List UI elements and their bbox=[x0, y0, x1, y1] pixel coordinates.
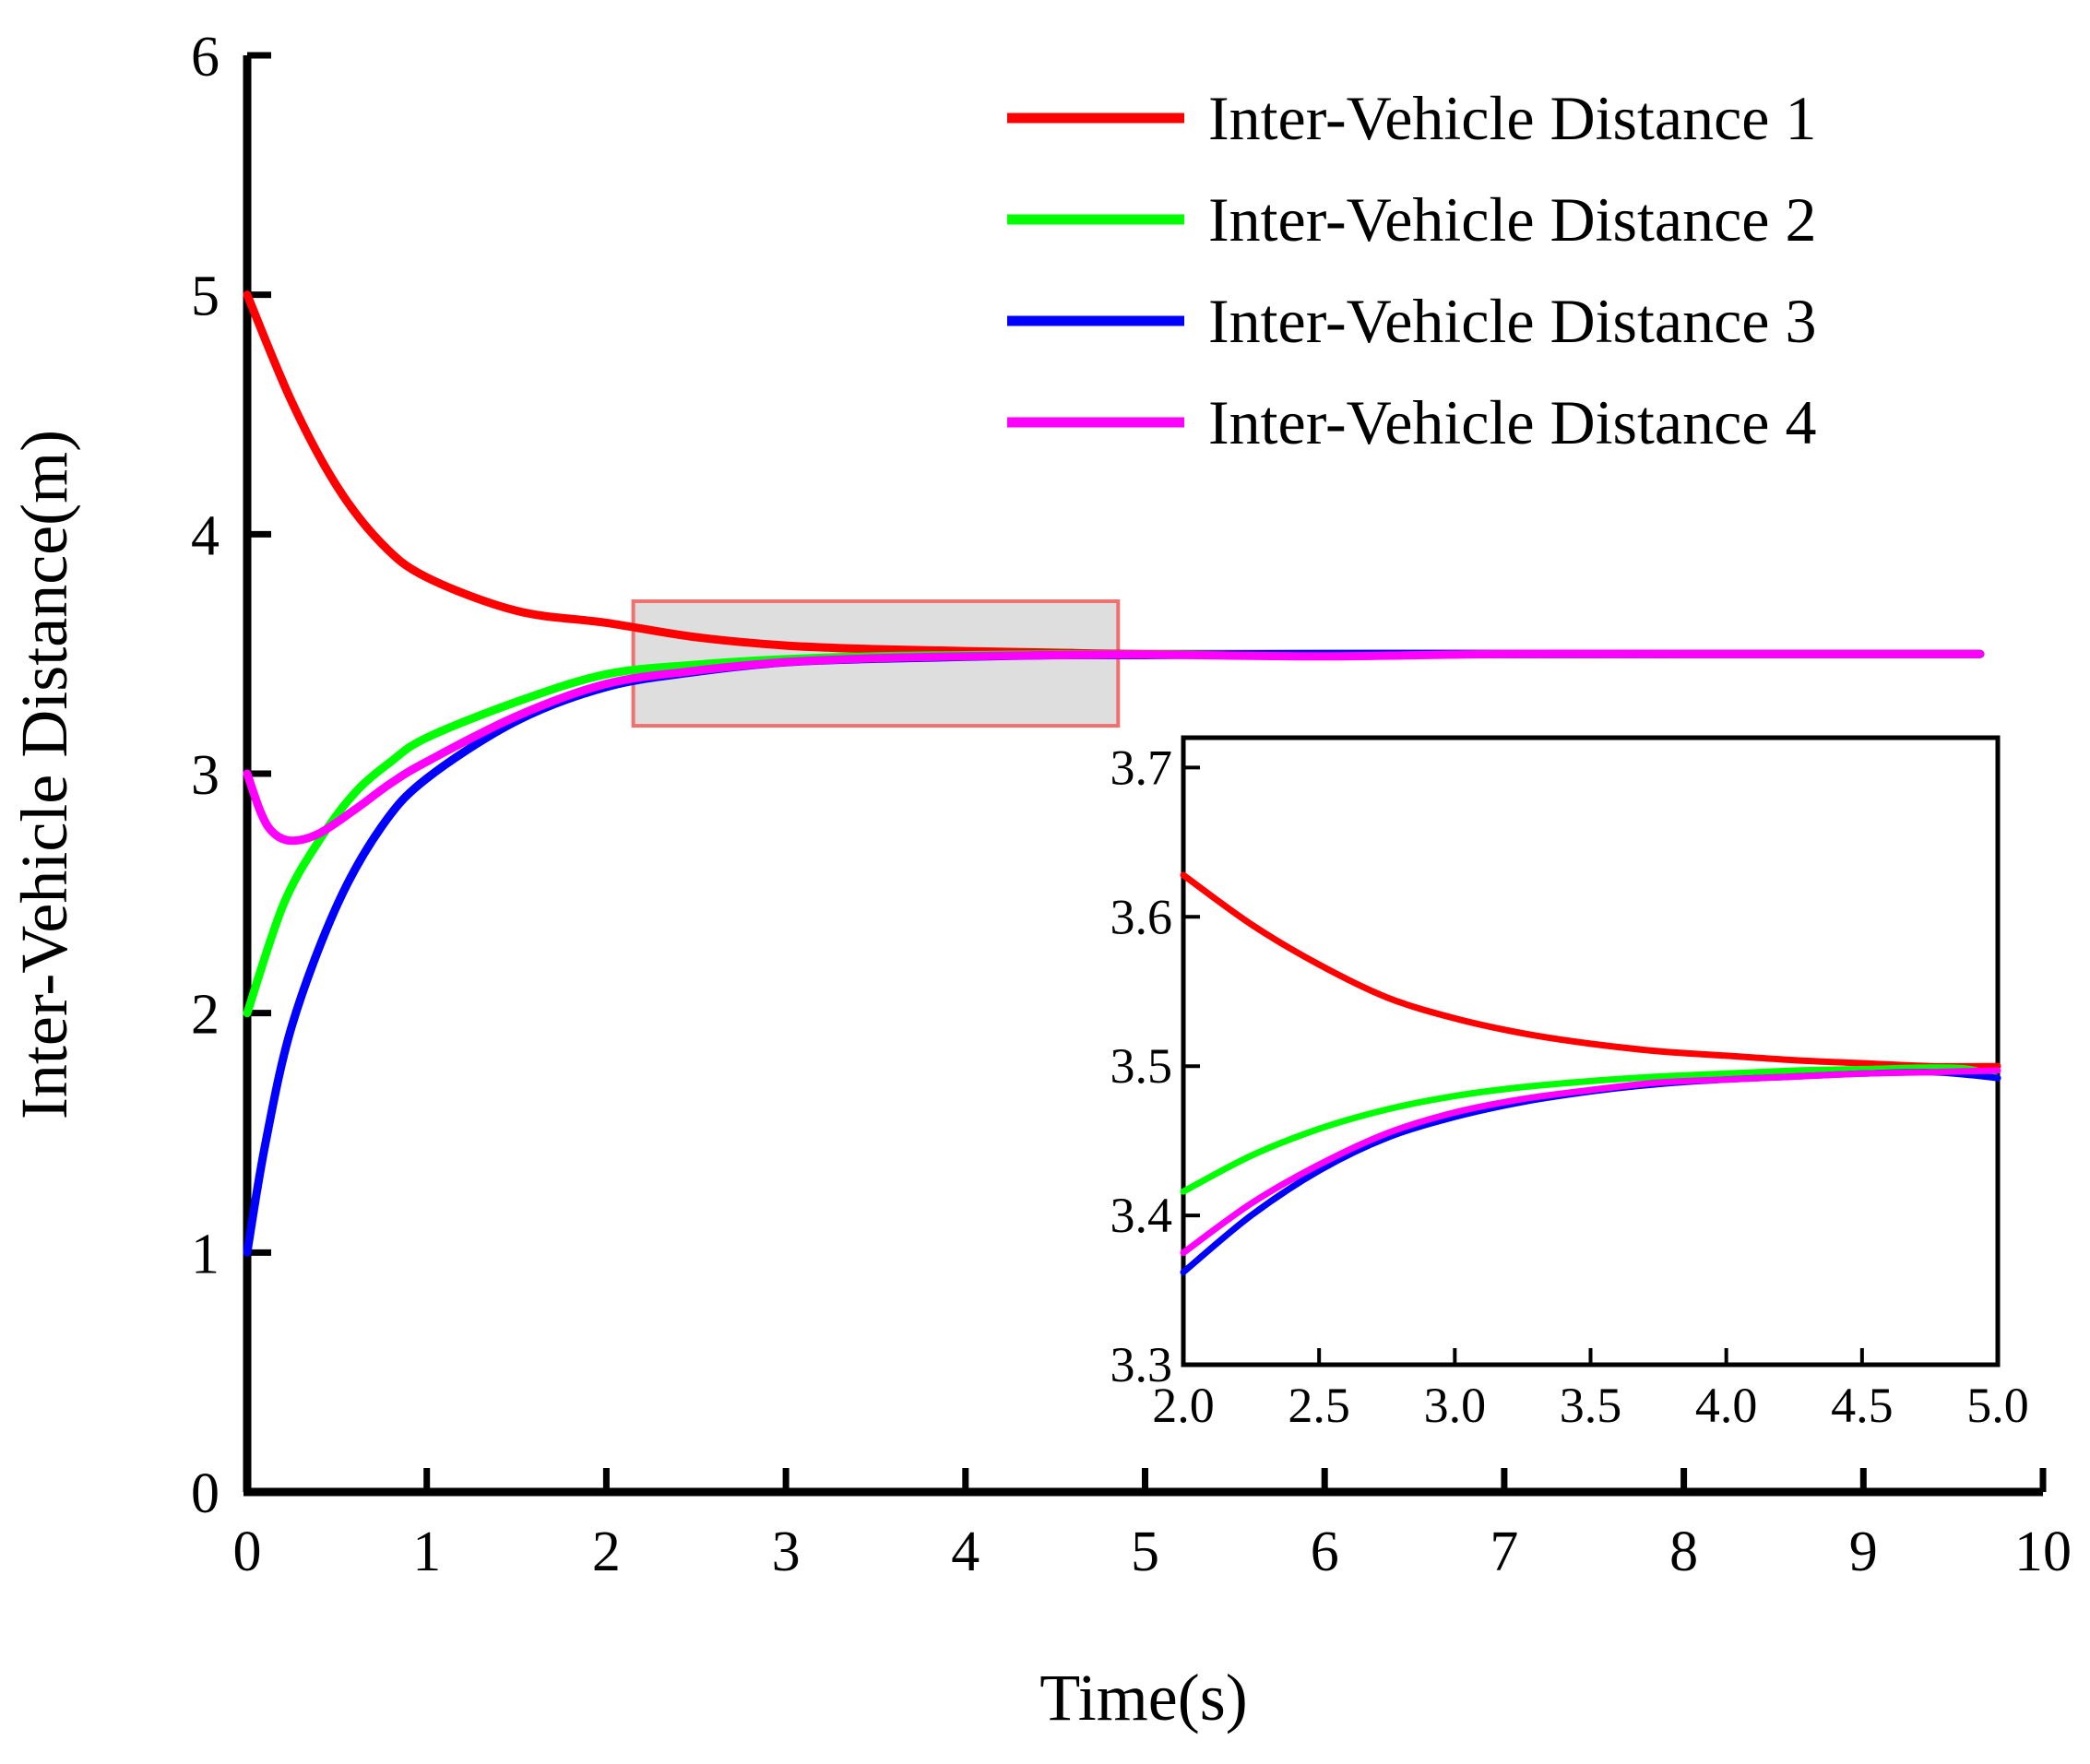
inset-frame bbox=[1181, 735, 2001, 1367]
legend-label-3: Inter-Vehicle Distance 3 bbox=[1208, 286, 1816, 356]
main-y-tick-label: 2 bbox=[191, 984, 220, 1047]
main-x-tick-label: 1 bbox=[412, 1521, 441, 1583]
y-axis-label: Inter-Vehicle Distance(m) bbox=[7, 430, 81, 1119]
inset-y-tick-label: 3.3 bbox=[1110, 1337, 1173, 1392]
main-x-tick-label: 2 bbox=[592, 1521, 621, 1583]
x-axis-label: Time(s) bbox=[1039, 1661, 1247, 1734]
main-y-tick-label: 4 bbox=[191, 504, 220, 567]
inset-series-line-2 bbox=[1180, 1064, 2001, 1195]
main-x-tick-label: 10 bbox=[2014, 1521, 2072, 1583]
inset-x-ticks: 2.0 2.5 3.0 3.5 4.0 4.5 5.0 bbox=[1152, 1348, 2029, 1433]
main-x-tick-label: 8 bbox=[1669, 1521, 1698, 1583]
legend-label-2: Inter-Vehicle Distance 2 bbox=[1208, 184, 1816, 255]
main-x-tick-label: 5 bbox=[1131, 1521, 1159, 1583]
inset-y-tick-label: 3.4 bbox=[1110, 1188, 1173, 1243]
inset-series-line-4 bbox=[1180, 1067, 2001, 1257]
main-x-tick-label: 0 bbox=[233, 1521, 262, 1583]
main-series-group bbox=[243, 290, 1985, 1257]
inset-y-ticks: 3.3 3.4 3.5 3.6 3.7 bbox=[1110, 740, 1200, 1392]
main-x-tick-label: 9 bbox=[1849, 1521, 1878, 1583]
main-y-tick-label: 0 bbox=[191, 1462, 220, 1525]
inset-x-tick-label: 2.0 bbox=[1152, 1378, 1215, 1433]
series-line-4 bbox=[243, 649, 1985, 846]
main-y-tick-label: 6 bbox=[191, 26, 220, 89]
main-y-tick-label: 3 bbox=[191, 744, 220, 807]
main-x-tick-label: 3 bbox=[772, 1521, 801, 1583]
inset-x-tick-label: 4.5 bbox=[1831, 1378, 1894, 1433]
inset-series-group bbox=[1180, 871, 2001, 1276]
inset-x-tick-label: 5.0 bbox=[1966, 1378, 2029, 1433]
inset-y-tick-label: 3.6 bbox=[1110, 889, 1173, 944]
main-y-tick-label: 5 bbox=[191, 266, 220, 328]
inset-x-tick-label: 4.0 bbox=[1695, 1378, 1758, 1433]
inset-y-tick-label: 3.7 bbox=[1110, 740, 1173, 795]
legend: Inter-Vehicle Distance 1 Inter-Vehicle Di… bbox=[1007, 83, 1816, 457]
main-y-ticks: 0 1 2 3 4 5 6 bbox=[191, 26, 271, 1525]
inset-x-tick-label: 3.0 bbox=[1424, 1378, 1487, 1433]
inset-y-tick-label: 3.5 bbox=[1110, 1038, 1173, 1094]
main-x-tick-label: 6 bbox=[1311, 1521, 1339, 1583]
inset-x-tick-label: 3.5 bbox=[1560, 1378, 1622, 1433]
main-y-tick-label: 1 bbox=[191, 1223, 220, 1285]
legend-label-4: Inter-Vehicle Distance 4 bbox=[1208, 387, 1816, 457]
legend-label-1: Inter-Vehicle Distance 1 bbox=[1208, 83, 1816, 153]
main-x-tick-label: 7 bbox=[1490, 1521, 1518, 1583]
inset-x-tick-label: 2.5 bbox=[1288, 1378, 1350, 1433]
inset-series-line-1 bbox=[1180, 871, 2001, 1070]
main-x-ticks: 0 1 2 3 4 5 6 7 8 9 10 bbox=[233, 1468, 2072, 1583]
main-x-tick-label: 4 bbox=[951, 1521, 980, 1583]
